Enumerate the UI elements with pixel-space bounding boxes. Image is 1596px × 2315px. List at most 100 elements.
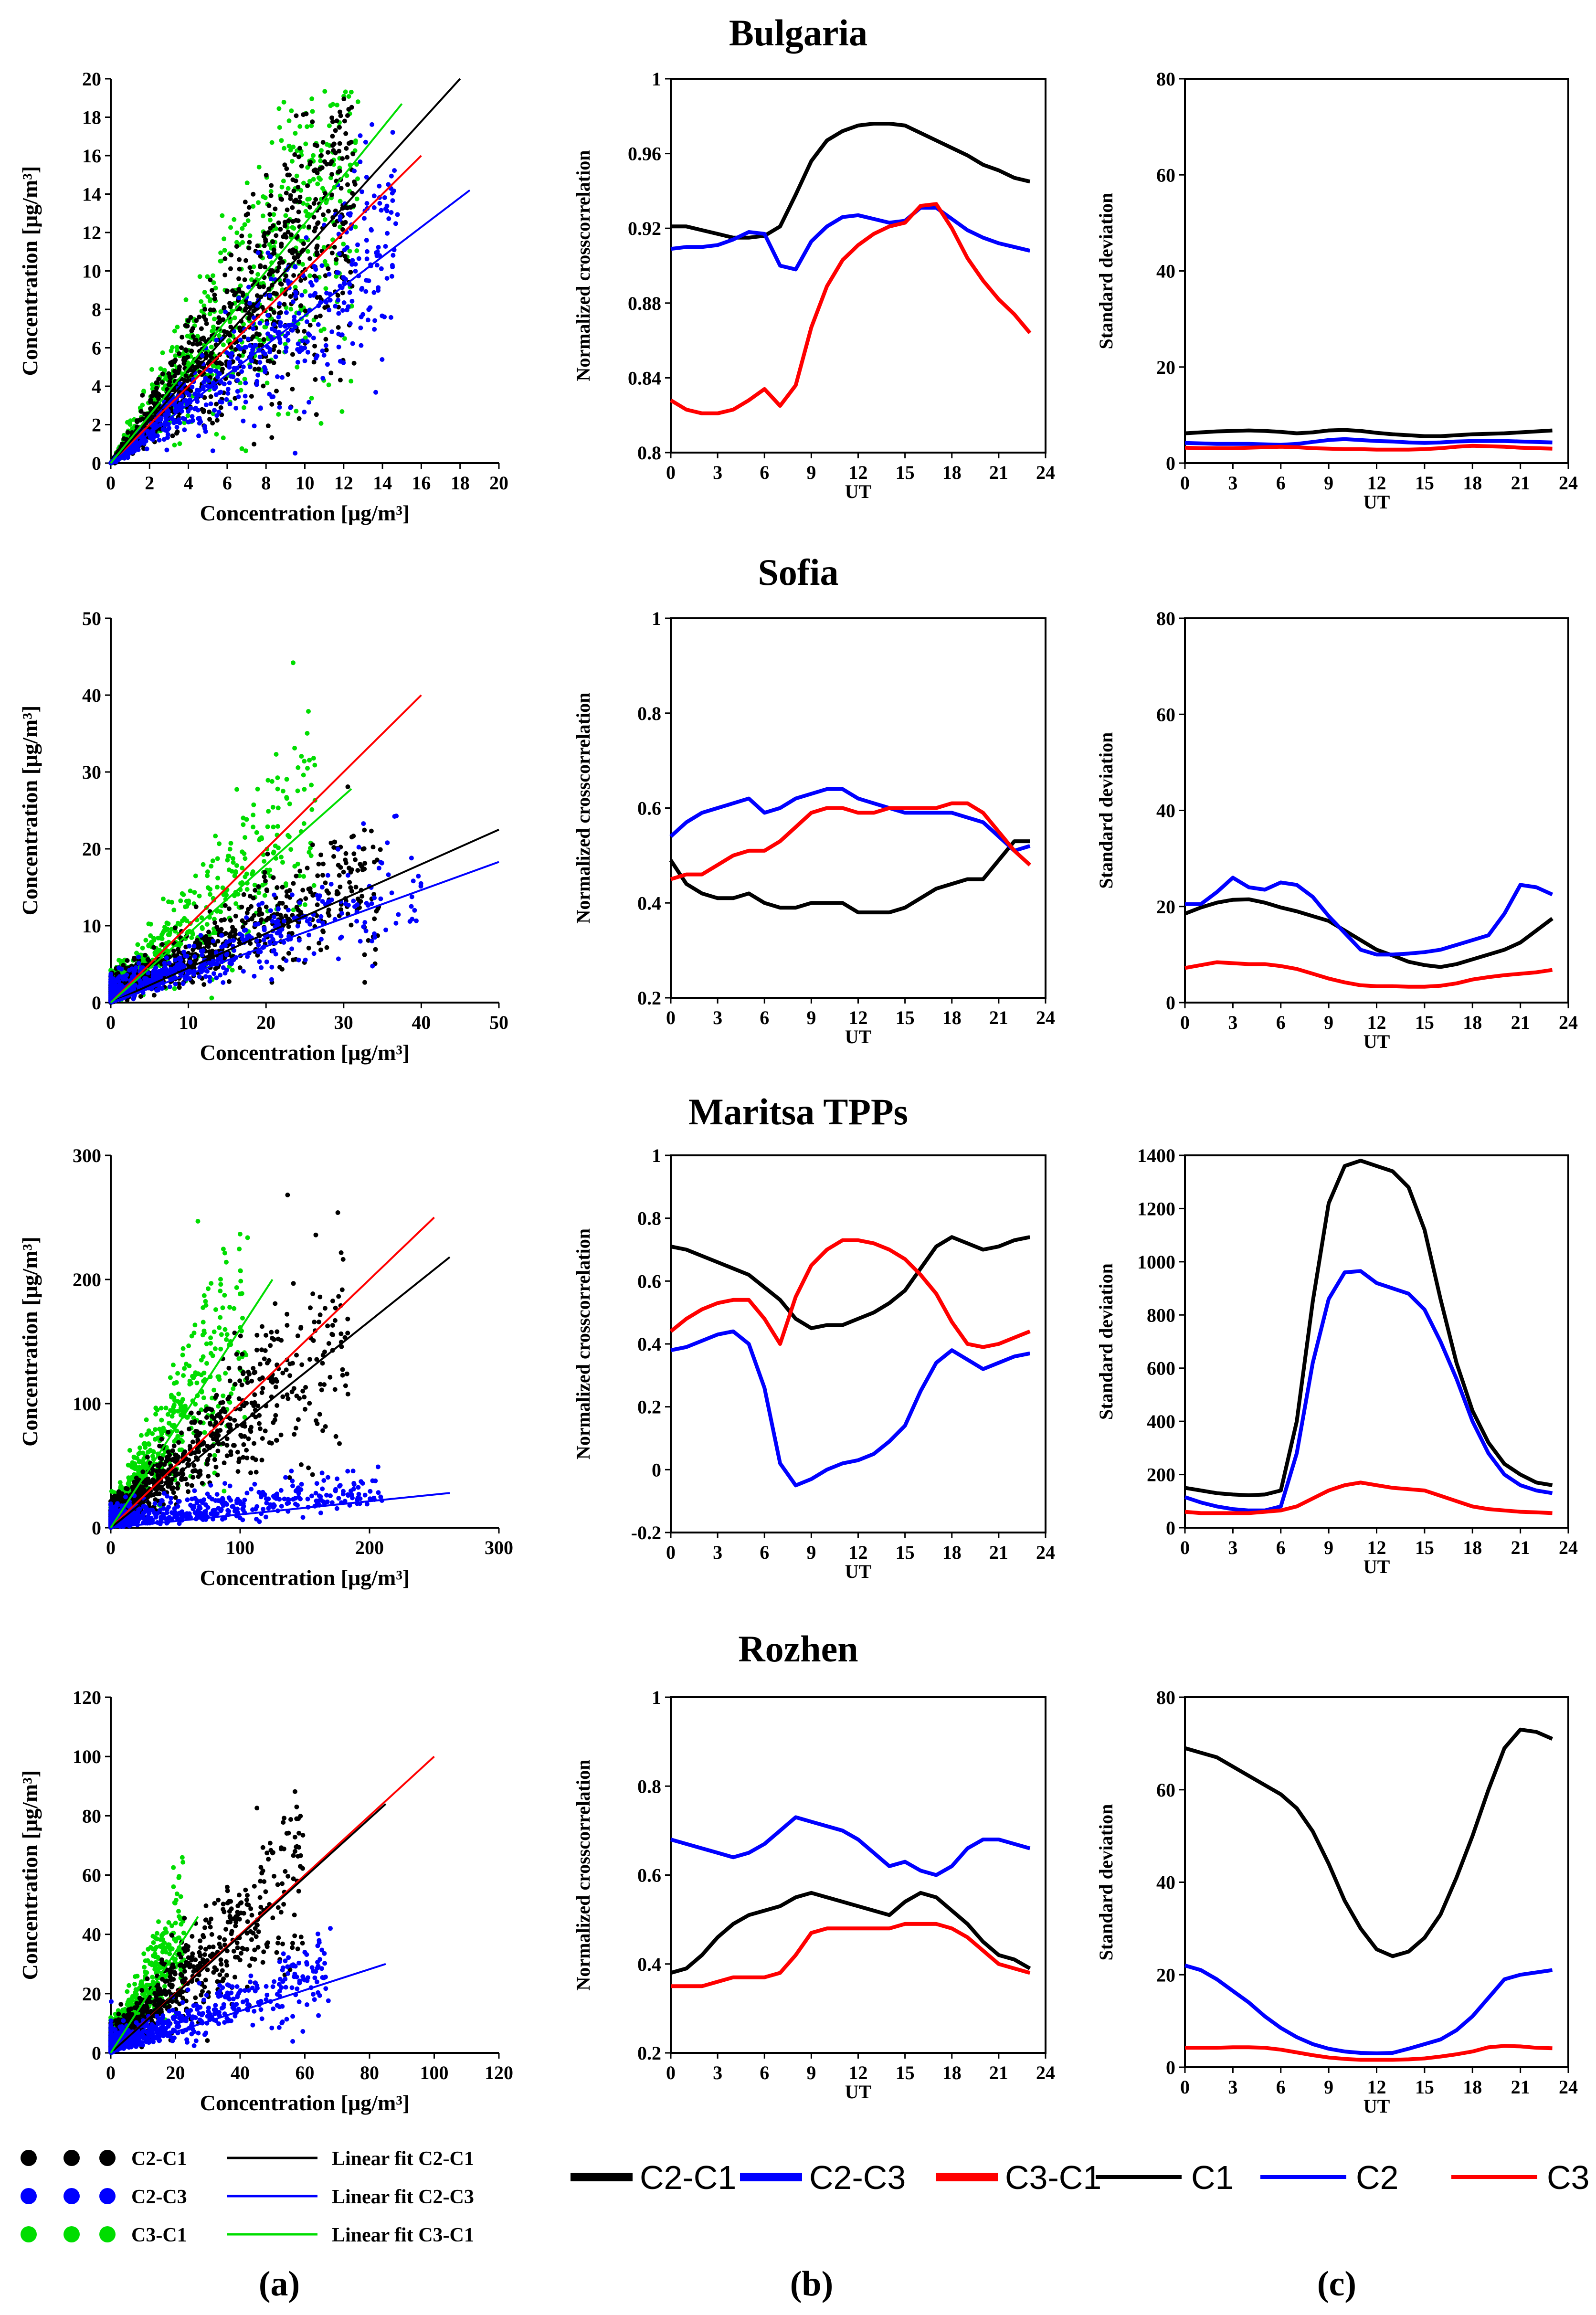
point-c3-c1 (208, 892, 212, 897)
point-c2-c3 (183, 398, 188, 403)
point-c2-c1 (279, 282, 284, 287)
point-c2-c1 (345, 113, 350, 118)
point-c2-c3 (215, 374, 220, 380)
point-c2-c1 (247, 240, 252, 245)
point-c3-c1 (195, 1219, 201, 1224)
point-c2-c1 (275, 268, 280, 274)
point-c2-c1 (337, 873, 342, 878)
point-c2-c1 (284, 273, 289, 278)
point-c3-c1 (256, 200, 261, 205)
point-c3-c1 (168, 1375, 173, 1380)
point-c2-c1 (264, 904, 269, 909)
point-c2-c1 (338, 113, 343, 118)
point-c2-c1 (249, 917, 254, 922)
point-c2-c3 (363, 928, 369, 933)
point-c2-c1 (334, 257, 339, 262)
crosscorr-bulgaria-y-tick-label: 0.8 (637, 442, 661, 464)
point-c3-c1 (182, 916, 187, 921)
point-c2-c1 (326, 266, 331, 271)
point-c2-c3 (267, 293, 273, 298)
point-c3-c1 (225, 854, 231, 859)
point-c3-c1 (274, 752, 279, 757)
point-c3-c1 (137, 1445, 142, 1450)
point-c2-c1 (323, 880, 328, 886)
point-c2-c1 (317, 313, 323, 318)
scatter-sofia-x-tick-label: 10 (179, 1012, 198, 1033)
point-c2-c3 (336, 846, 340, 852)
point-c2-c3 (153, 965, 159, 971)
point-c3-c1 (264, 381, 270, 386)
point-c3-c1 (276, 412, 281, 417)
point-c2-c1 (296, 218, 301, 223)
point-c2-c1 (355, 868, 360, 873)
point-c3-c1 (227, 846, 233, 852)
point-c2-c1 (350, 151, 356, 157)
point-c3-c1 (318, 159, 323, 163)
point-c2-c1 (290, 177, 296, 182)
point-c2-c3 (314, 278, 319, 283)
point-c2-c3 (165, 427, 170, 432)
point-c2-c1 (192, 338, 198, 343)
stddev-bulgaria-x-tick-label: 21 (1511, 472, 1530, 494)
point-c3-c1 (354, 248, 359, 254)
point-c2-c1 (345, 205, 350, 211)
point-c2-c3 (239, 369, 244, 374)
point-c2-c3 (186, 409, 191, 414)
point-c2-c1 (290, 387, 295, 391)
point-c2-c1 (290, 352, 295, 357)
scatter-bulgaria-y-tick-label: 6 (92, 338, 101, 359)
point-c2-c1 (319, 153, 324, 158)
point-c3-c1 (214, 432, 219, 437)
point-c2-c1 (331, 854, 336, 859)
point-c2-c3 (208, 369, 213, 374)
point-c2-c1 (140, 392, 145, 398)
point-c2-c3 (339, 332, 345, 338)
point-c2-c3 (264, 321, 270, 326)
point-c3-c1 (318, 177, 323, 182)
point-c2-c1 (361, 846, 367, 851)
point-c3-c1 (218, 250, 223, 255)
scatter-bulgaria-y-tick-label: 18 (82, 107, 101, 128)
point-c2-c3 (361, 216, 367, 221)
point-c2-c1 (285, 207, 290, 212)
point-c2-c3 (351, 899, 356, 904)
point-c3-c1 (271, 849, 276, 855)
point-c2-c3 (379, 208, 384, 213)
point-c2-c3 (307, 932, 311, 938)
point-c2-c3 (319, 885, 325, 890)
stddev-bulgaria-x-tick-label: 6 (1276, 472, 1286, 494)
point-c3-c1 (297, 124, 303, 129)
point-c2-c3 (395, 212, 400, 217)
point-c2-c1 (331, 148, 336, 153)
point-c2-c3 (221, 965, 226, 970)
point-c2-c3 (390, 198, 395, 203)
point-c2-c1 (194, 318, 199, 323)
point-c2-c3 (318, 914, 324, 919)
point-c2-c3 (227, 402, 233, 407)
point-c2-c1 (324, 945, 329, 950)
point-c2-c3 (323, 343, 328, 348)
point-c3-c1 (305, 213, 310, 219)
point-c3-c1 (177, 441, 182, 446)
point-c3-c1 (239, 446, 244, 451)
point-c2-c1 (331, 141, 337, 147)
point-c2-c3 (255, 921, 261, 927)
point-c2-c3 (354, 919, 359, 924)
point-c2-c1 (246, 907, 251, 912)
crosscorr-xlabel: UT (845, 1026, 872, 1047)
point-c2-c3 (350, 258, 355, 263)
point-c2-c3 (407, 919, 412, 924)
point-c2-c3 (283, 324, 288, 329)
point-c2-c3 (320, 349, 325, 353)
point-c2-c3 (244, 915, 249, 920)
point-c2-c1 (188, 315, 193, 320)
point-c3-c1 (318, 421, 324, 426)
point-c2-c3 (161, 437, 167, 442)
point-c3-c1 (254, 830, 259, 835)
point-c2-c3 (206, 378, 211, 383)
point-c2-c3 (292, 314, 297, 319)
point-c2-c3 (319, 263, 325, 268)
scatter-maritsa-tpps-y-tick-label: 200 (73, 1269, 101, 1290)
point-c2-c1 (258, 254, 263, 259)
